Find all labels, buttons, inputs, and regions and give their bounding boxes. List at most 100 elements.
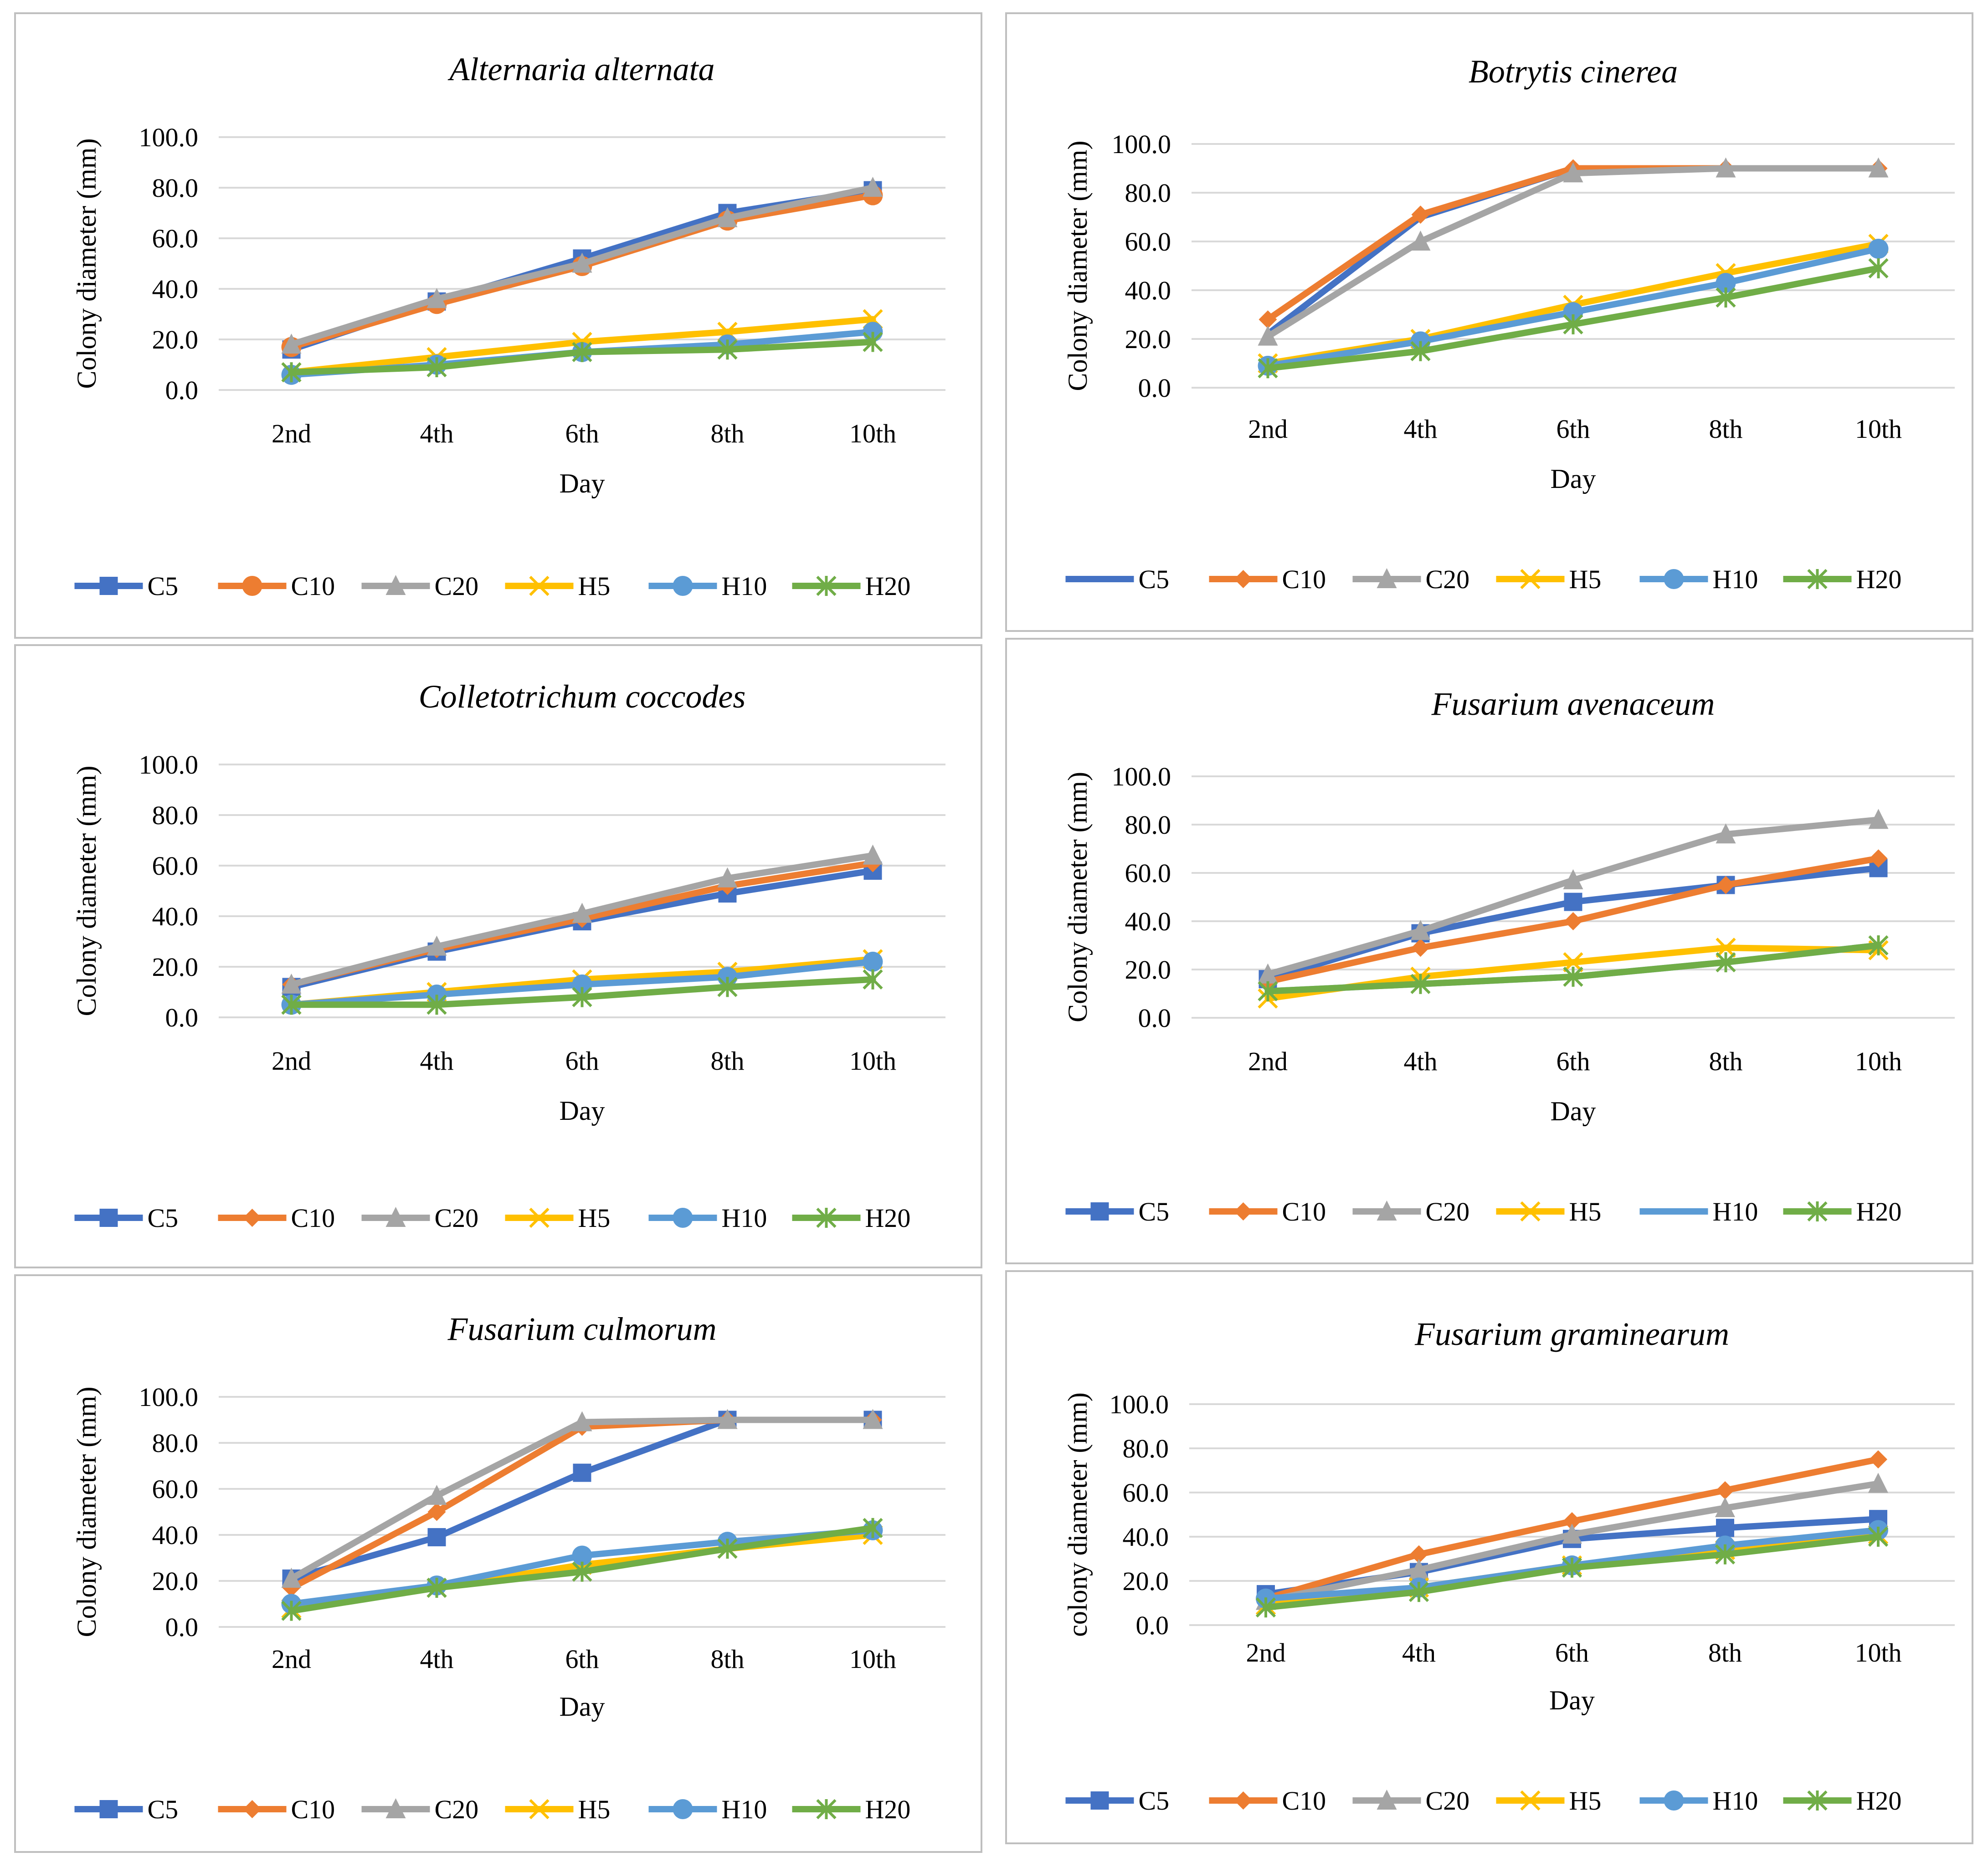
legend-label: C20 <box>1426 564 1470 594</box>
data-point <box>281 333 302 354</box>
legend-item-c5: C5 <box>74 571 179 601</box>
y-tick-label: 80.0 <box>152 1428 199 1458</box>
data-point <box>1716 876 1735 894</box>
line-chart: Fusarium culmorum 0.0 20.0 40.0 60.0 80.0 100.… <box>72 1311 945 1824</box>
legend-label: H20 <box>1856 564 1902 594</box>
legend-label: C20 <box>1426 1197 1470 1226</box>
legend-label: C10 <box>1282 1786 1326 1816</box>
chart-panel-colletotrichum: Colletotrichum coccodes 0.0 20.0 40.0 60.0 80… <box>14 644 982 1268</box>
data-point <box>1563 952 1583 973</box>
series-h20 <box>281 332 883 383</box>
legend-item-c5: C5 <box>74 1203 178 1233</box>
x-tick-label: 10th <box>849 1644 896 1674</box>
x-tick-label: 2nd <box>1248 1046 1288 1076</box>
y-tick-label: 60.0 <box>1123 1478 1169 1508</box>
data-point <box>717 977 738 997</box>
legend-label: H10 <box>1713 564 1758 594</box>
y-tick-label: 100.0 <box>139 123 199 152</box>
legend-item-c10: C10 <box>1209 564 1326 594</box>
legend-item-c20: C20 <box>361 1203 478 1233</box>
legend-label: H5 <box>1569 1197 1602 1226</box>
y-axis-label: Colony diameter (mm) <box>72 766 102 1016</box>
data-point <box>1869 849 1888 868</box>
y-axis-label: Colony diameter (mm) <box>72 139 102 389</box>
data-point <box>1564 912 1582 930</box>
legend-marker <box>385 1207 406 1227</box>
data-point <box>281 995 302 1015</box>
y-tick-label: 20.0 <box>152 952 199 982</box>
legend-item-h20: H20 <box>1783 1786 1901 1816</box>
y-tick-label: 20.0 <box>1123 1566 1169 1596</box>
data-point <box>863 844 883 865</box>
series-h20 <box>281 1518 883 1621</box>
legend-marker <box>1090 1791 1109 1810</box>
x-axis-label: Day <box>560 1692 605 1722</box>
data-point <box>426 1485 447 1505</box>
x-axis-label: Day <box>560 468 605 498</box>
legend-marker <box>242 576 262 596</box>
y-tick-label: 80.0 <box>1125 810 1171 840</box>
legend-marker <box>1520 1201 1541 1222</box>
chart-title: Fusarium avenaceum <box>1431 686 1715 722</box>
y-tick-label: 60.0 <box>152 224 199 253</box>
data-point <box>1562 1524 1582 1544</box>
legend-marker <box>1664 1790 1684 1811</box>
chart-panel-fusarium-avenaceum: Fusarium avenaceum 0.0 20.0 40.0 60.0 80.0 100… <box>1005 638 1973 1264</box>
data-point <box>426 995 447 1015</box>
y-tick-label: 40.0 <box>152 1520 199 1550</box>
data-point <box>863 1518 883 1538</box>
legend: C5 C10 C20 H5 H10 H20 <box>74 571 911 601</box>
data-point <box>281 1601 302 1621</box>
y-axis-label: Colony diameter (mm) <box>72 1387 102 1637</box>
legend-item-c20: C20 <box>1352 1197 1470 1226</box>
legend: C5 C10 C20 H5 H10 H20 <box>74 1203 911 1233</box>
legend-label: H20 <box>1856 1197 1902 1226</box>
series-h20 <box>1258 935 1889 1001</box>
legend-label: H20 <box>865 1795 911 1824</box>
x-tick-label: 2nd <box>272 1644 311 1674</box>
data-point <box>1563 869 1583 889</box>
data-point <box>573 1463 591 1482</box>
series-h20 <box>281 969 883 1015</box>
data-point <box>1563 1512 1581 1531</box>
y-tick-label: 80.0 <box>152 173 199 203</box>
legend-marker <box>529 575 550 596</box>
data-point <box>863 1409 883 1429</box>
x-tick-label: 2nd <box>272 419 311 448</box>
y-tick-label: 100.0 <box>1112 129 1171 159</box>
series-c20 <box>1258 809 1889 984</box>
legend-label: C5 <box>148 571 179 601</box>
line-chart: Colletotrichum coccodes 0.0 20.0 40.0 60.0 80… <box>72 678 945 1233</box>
y-tick-label: 40.0 <box>152 274 199 304</box>
x-axis-label: Day <box>1549 1685 1595 1715</box>
legend-marker <box>673 1208 693 1228</box>
x-tick-label: 2nd <box>1248 414 1288 444</box>
y-tick-label: 0.0 <box>165 1003 199 1032</box>
legend-label: H20 <box>865 1203 911 1233</box>
legend: C5 C10 C20 H5 H10 H20 <box>1065 1786 1901 1816</box>
x-tick-label: 8th <box>1709 1046 1742 1076</box>
legend-item-c5: C5 <box>1065 1786 1170 1816</box>
data-point <box>1409 1559 1429 1579</box>
y-tick-label: 20.0 <box>152 1566 199 1596</box>
y-axis-label: Colony diameter (mm) <box>1063 141 1093 391</box>
data-point <box>863 177 883 197</box>
y-tick-label: 20.0 <box>1125 955 1171 985</box>
y-tick-label: 80.0 <box>152 800 199 830</box>
legend-label: H20 <box>865 571 911 601</box>
y-tick-label: 60.0 <box>1125 227 1171 256</box>
legend-label: H10 <box>1713 1197 1758 1226</box>
legend-item-h20: H20 <box>1783 1197 1902 1226</box>
data-point <box>1868 1472 1888 1493</box>
legend-marker <box>1090 1202 1109 1221</box>
legend-label: C5 <box>1139 1786 1170 1816</box>
data-point <box>1563 162 1583 183</box>
legend-label: C5 <box>1139 1197 1170 1226</box>
data-point <box>1410 231 1431 251</box>
data-point <box>1716 952 1736 973</box>
data-point <box>572 1411 592 1431</box>
data-point <box>281 362 302 383</box>
y-tick-label: 40.0 <box>1125 276 1171 305</box>
x-tick-label: 8th <box>710 1644 744 1674</box>
legend-label: C10 <box>1282 564 1326 594</box>
